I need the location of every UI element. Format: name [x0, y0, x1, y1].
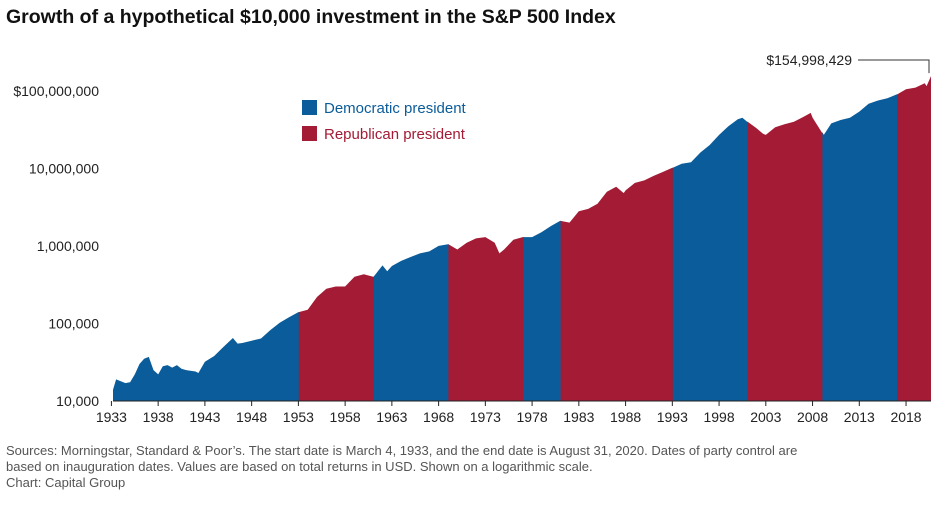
x-tick-label: 1993 [657, 409, 688, 425]
x-tick-label: 2008 [797, 409, 828, 425]
y-tick-label: 10,000,000 [29, 160, 99, 176]
sources-note-line-1: Sources: Morningstar, Standard & Poor’s.… [6, 443, 798, 458]
x-tick-label: 2013 [844, 409, 875, 425]
period-band-republican-1 [298, 76, 375, 401]
legend-label-democratic: Democratic president [324, 100, 467, 117]
x-tick-label: 1953 [283, 409, 314, 425]
x-tick-label: 1958 [330, 409, 361, 425]
period-band-republican-9 [897, 76, 931, 401]
x-tick-label: 2018 [890, 409, 921, 425]
sources-note-line-2: based on inauguration dates. Values are … [6, 459, 593, 474]
x-tick-label: 1933 [96, 409, 127, 425]
end-value-label: $154,998,429 [766, 52, 852, 68]
x-tick-label: 1938 [143, 409, 174, 425]
period-band-democratic-2 [373, 76, 449, 401]
x-tick-label: 1948 [236, 409, 267, 425]
period-band-republican-3 [448, 76, 524, 401]
chart-footer: Sources: Morningstar, Standard & Poor’s.… [6, 443, 931, 491]
chart-credit: Chart: Capital Group [6, 475, 126, 490]
period-band-democratic-8 [822, 76, 898, 401]
y-tick-label: 10,000 [56, 393, 99, 409]
x-tick-label: 1983 [563, 409, 594, 425]
period-band-democratic-6 [672, 76, 749, 401]
x-tick-label: 1973 [470, 409, 501, 425]
period-band-democratic-0 [113, 76, 300, 401]
x-tick-label: 1978 [517, 409, 548, 425]
end-value-leader-line [858, 59, 930, 74]
x-tick-label: 2003 [750, 409, 781, 425]
legend-swatch-democratic [302, 100, 317, 115]
chart-area: 1933 1938 1943 1948 1953 1958 1963 1968 1973 1978… [13, 52, 931, 425]
x-tick-label: 1963 [376, 409, 407, 425]
period-band-republican-5 [560, 76, 674, 401]
legend-swatch-republican [302, 126, 317, 141]
y-tick-label: 100,000 [48, 315, 99, 331]
legend-label-republican: Republican president [324, 126, 466, 143]
y-tick-label: 1,000,000 [37, 238, 99, 254]
y-tick-label: $100,000,000 [13, 83, 99, 99]
x-tick-label: 1988 [610, 409, 641, 425]
x-tick-label: 1998 [703, 409, 734, 425]
period-band-republican-7 [747, 76, 823, 401]
period-band-democratic-4 [523, 76, 562, 401]
x-tick-label: 1943 [189, 409, 220, 425]
x-tick-label: 1968 [423, 409, 454, 425]
chart-title: Growth of a hypothetical $10,000 investm… [6, 6, 616, 28]
